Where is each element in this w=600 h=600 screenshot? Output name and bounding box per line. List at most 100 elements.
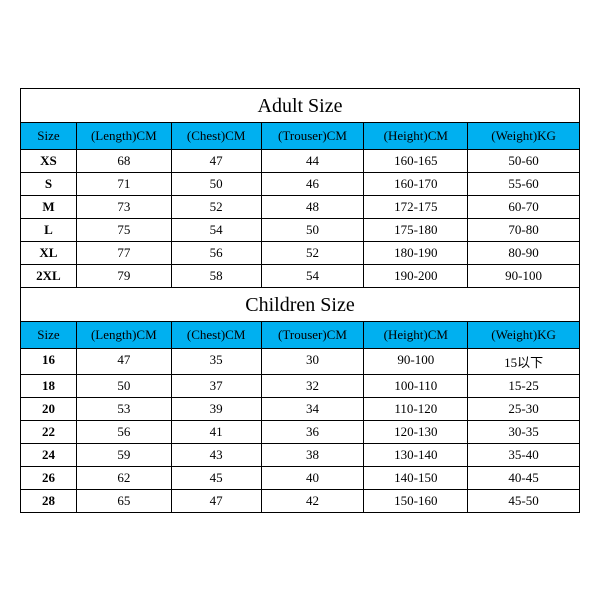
col-size: Size — [21, 123, 77, 150]
table-cell: 75 — [77, 219, 172, 242]
table-row: 22564136120-13030-35 — [21, 421, 580, 444]
adult-body: XS684744160-16550-60S715046160-17055-60M… — [21, 150, 580, 288]
table-cell: 130-140 — [364, 444, 468, 467]
table-cell: 160-165 — [364, 150, 468, 173]
table-cell: 80-90 — [468, 242, 580, 265]
table-cell: 180-190 — [364, 242, 468, 265]
col-chest: (Chest)CM — [172, 123, 262, 150]
table-row: 18503732100-11015-25 — [21, 375, 580, 398]
table-cell: 42 — [262, 490, 365, 513]
table-cell: 22 — [21, 421, 77, 444]
table-cell: 48 — [262, 196, 365, 219]
table-cell: 38 — [262, 444, 365, 467]
table-cell: 65 — [77, 490, 172, 513]
table-cell: 77 — [77, 242, 172, 265]
children-size-title: Children Size — [21, 288, 580, 322]
table-cell: 26 — [21, 467, 77, 490]
table-row: 20533934110-12025-30 — [21, 398, 580, 421]
table-row: XL775652180-19080-90 — [21, 242, 580, 265]
table-cell: 56 — [77, 421, 172, 444]
table-cell: 58 — [172, 265, 262, 288]
table-row: 28654742150-16045-50 — [21, 490, 580, 513]
table-cell: 47 — [172, 490, 262, 513]
table-cell: 30 — [262, 349, 365, 375]
table-cell: 2XL — [21, 265, 77, 288]
table-cell: 44 — [262, 150, 365, 173]
table-cell: 70-80 — [468, 219, 580, 242]
table-cell: 47 — [77, 349, 172, 375]
children-header-row: Size (Length)CM (Chest)CM (Trouser)CM (H… — [21, 322, 580, 349]
table-cell: 175-180 — [364, 219, 468, 242]
table-cell: 56 — [172, 242, 262, 265]
table-cell: 35 — [172, 349, 262, 375]
table-cell: 71 — [77, 173, 172, 196]
table-cell: 41 — [172, 421, 262, 444]
table-cell: 150-160 — [364, 490, 468, 513]
col-weight: (Weight)KG — [468, 123, 580, 150]
table-row: 2XL795854190-20090-100 — [21, 265, 580, 288]
table-cell: 73 — [77, 196, 172, 219]
table-row: 26624540140-15040-45 — [21, 467, 580, 490]
col-height: (Height)CM — [364, 123, 468, 150]
col-length: (Length)CM — [77, 123, 172, 150]
table-row: M735248172-17560-70 — [21, 196, 580, 219]
table-cell: 50 — [77, 375, 172, 398]
table-cell: 52 — [262, 242, 365, 265]
table-cell: 24 — [21, 444, 77, 467]
table-cell: 110-120 — [364, 398, 468, 421]
table-cell: 32 — [262, 375, 365, 398]
table-cell: 59 — [77, 444, 172, 467]
table-cell: 160-170 — [364, 173, 468, 196]
size-chart-sheet: Adult Size Size (Length)CM (Chest)CM (Tr… — [20, 88, 580, 513]
table-cell: XL — [21, 242, 77, 265]
col-length: (Length)CM — [77, 322, 172, 349]
table-cell: 190-200 — [364, 265, 468, 288]
table-cell: 60-70 — [468, 196, 580, 219]
table-row: 1647353090-10015以下 — [21, 349, 580, 375]
table-cell: 40-45 — [468, 467, 580, 490]
table-cell: 45 — [172, 467, 262, 490]
table-cell: 50 — [262, 219, 365, 242]
table-cell: 55-60 — [468, 173, 580, 196]
table-cell: 35-40 — [468, 444, 580, 467]
table-cell: 172-175 — [364, 196, 468, 219]
table-cell: 54 — [172, 219, 262, 242]
table-cell: 16 — [21, 349, 77, 375]
table-cell: 100-110 — [364, 375, 468, 398]
table-cell: XS — [21, 150, 77, 173]
children-body: 1647353090-10015以下18503732100-11015-2520… — [21, 349, 580, 513]
table-cell: 28 — [21, 490, 77, 513]
table-row: 24594338130-14035-40 — [21, 444, 580, 467]
table-cell: 46 — [262, 173, 365, 196]
table-cell: 79 — [77, 265, 172, 288]
table-cell: 140-150 — [364, 467, 468, 490]
col-height: (Height)CM — [364, 322, 468, 349]
col-weight: (Weight)KG — [468, 322, 580, 349]
table-cell: 18 — [21, 375, 77, 398]
table-row: XS684744160-16550-60 — [21, 150, 580, 173]
table-cell: 43 — [172, 444, 262, 467]
table-cell: 25-30 — [468, 398, 580, 421]
table-cell: 68 — [77, 150, 172, 173]
table-cell: 15-25 — [468, 375, 580, 398]
table-cell: 37 — [172, 375, 262, 398]
table-cell: 53 — [77, 398, 172, 421]
table-row: L755450175-18070-80 — [21, 219, 580, 242]
table-cell: 34 — [262, 398, 365, 421]
col-trouser: (Trouser)CM — [262, 322, 365, 349]
table-cell: 20 — [21, 398, 77, 421]
table-cell: 47 — [172, 150, 262, 173]
adult-header-row: Size (Length)CM (Chest)CM (Trouser)CM (H… — [21, 123, 580, 150]
table-cell: 36 — [262, 421, 365, 444]
adult-size-title: Adult Size — [21, 89, 580, 123]
table-cell: 30-35 — [468, 421, 580, 444]
table-cell: 39 — [172, 398, 262, 421]
table-cell: 62 — [77, 467, 172, 490]
table-cell: L — [21, 219, 77, 242]
table-cell: 50-60 — [468, 150, 580, 173]
table-cell: 52 — [172, 196, 262, 219]
table-cell: S — [21, 173, 77, 196]
col-trouser: (Trouser)CM — [262, 123, 365, 150]
col-size: Size — [21, 322, 77, 349]
table-cell: M — [21, 196, 77, 219]
